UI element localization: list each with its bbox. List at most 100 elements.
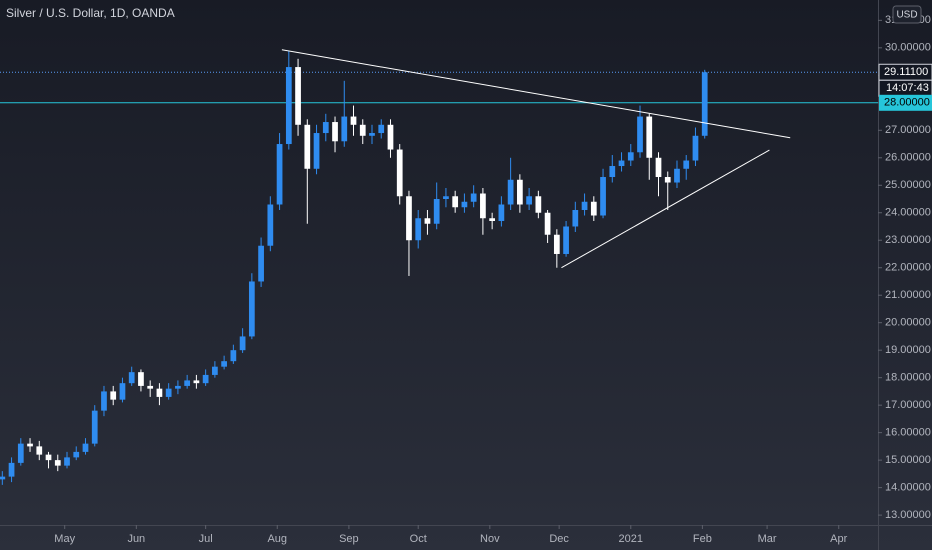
candle-body [470,193,477,202]
candle-body [498,204,505,221]
y-tick-label: 16.00000 [885,427,931,439]
line-tag [879,94,932,111]
candle-body [73,451,80,458]
candle-body [165,388,172,397]
candle-body [701,72,708,136]
candle-body [590,201,597,216]
candle-body [91,410,98,444]
candle-body [489,218,496,221]
candle-body [184,380,191,386]
candle-body [572,210,579,227]
candle-body [526,196,532,205]
candle-body [248,281,255,337]
y-tick-label: 24.00000 [885,207,931,219]
candle-body [433,199,440,224]
candle-body [600,177,606,216]
y-tick-label: 15.00000 [885,454,931,466]
candle-body [239,336,246,351]
candle-body [101,391,107,411]
candle-body [646,116,653,158]
candle-body [627,152,634,161]
candle-body [480,193,486,219]
candle-body [378,124,385,134]
candle-body [285,67,292,145]
candle-body [202,374,209,384]
x-tick-label: Aug [267,533,287,545]
candle-body [609,166,616,178]
candle-body [443,196,449,200]
y-tick-label: 14.00000 [885,482,931,494]
candle-body [387,124,394,150]
candle-body [406,196,412,241]
x-tick-label: Apr [830,533,847,545]
candle-body [138,372,144,386]
candle-body [553,234,560,254]
candle-body [304,124,311,169]
y-tick-label: 18.00000 [885,372,931,384]
candle-body [350,116,357,125]
y-tick-label: 21.00000 [885,289,931,301]
countdown-label: 14:07:43 [886,82,929,94]
candle-body [64,457,70,466]
candle-body [452,196,459,208]
x-tick-label: Nov [480,533,500,545]
price-tag-label: 29.11100 [884,66,928,78]
x-tick-label: Sep [339,533,359,545]
x-tick-label: Feb [693,533,712,545]
candle-body [119,383,126,400]
y-tick-label: 26.00000 [885,152,931,164]
x-tick-label: Dec [549,533,569,545]
y-tick-label: 13.00000 [885,509,931,521]
candle-body [424,218,431,224]
candle-body [276,144,283,205]
candle-body [156,388,163,397]
candle-body [0,476,6,480]
candle-body [507,179,514,205]
candle-body [313,133,320,169]
candle-body [517,179,523,205]
x-tick-label: Jul [199,533,213,545]
chart-title: Silver / U.S. Dollar, 1D, OANDA [6,6,175,20]
y-tick-label: 23.00000 [885,234,931,246]
y-tick-label: 25.00000 [885,179,931,191]
candle-body [655,157,662,178]
candle-body [36,446,43,455]
y-tick-label: 27.00000 [885,124,931,136]
candle-body [581,201,588,210]
trendline [281,49,791,139]
y-tick-label: 19.00000 [885,344,931,356]
candle-body [637,116,643,153]
x-tick-label: 2021 [619,533,643,545]
line-tag-label: 28.00000 [884,97,930,109]
candle-body [82,443,89,452]
candle-body [54,460,61,466]
candle-body [683,160,690,169]
candle-body [461,201,468,208]
candle-body [17,443,24,463]
candle-body [664,177,671,183]
candle-body [415,218,422,241]
currency-label[interactable]: USD [896,10,917,21]
candle-body [332,122,338,142]
trendline [561,149,770,269]
candle-body [544,212,551,235]
candle-body [193,380,200,384]
candle-body [147,385,154,389]
plot-area [0,49,878,485]
y-tick-label: 30.00000 [885,42,931,54]
candle-body [535,196,542,213]
currency-badge[interactable] [892,5,922,24]
candle-body [341,116,348,142]
candle-body [692,135,699,161]
candle-body [563,226,569,254]
candle-body [369,133,375,136]
price-tags: 29.11100 14:07:43 28.00000 [878,63,932,111]
y-tick-label: 22.00000 [885,262,931,274]
y-tick-label: 17.00000 [885,399,931,411]
candle-body [212,366,218,375]
x-tick-label: May [54,533,75,545]
candle-body [8,462,15,477]
candle-body [267,204,274,246]
